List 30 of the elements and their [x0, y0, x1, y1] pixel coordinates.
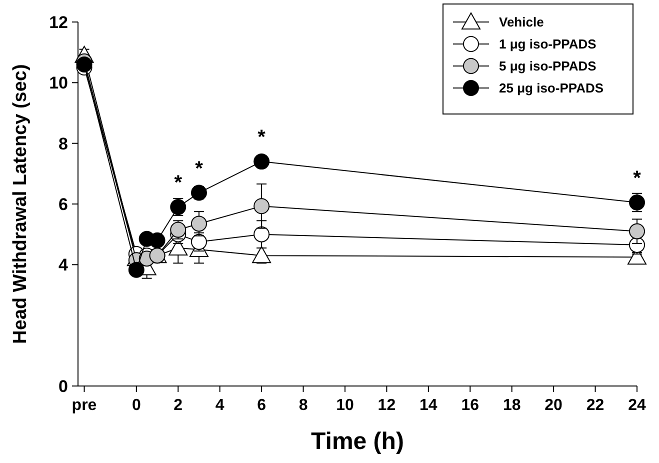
- y-tick-label: 8: [58, 134, 68, 154]
- x-tick-label: 10: [336, 397, 354, 414]
- x-tick-label: 14: [420, 397, 438, 414]
- y-axis-title: Head Withdrawal Latency (sec): [10, 64, 31, 344]
- legend-label: 1 μg iso-PPADS: [499, 36, 597, 52]
- y-tick-label: 0: [58, 376, 68, 396]
- x-tick-label: 16: [461, 397, 480, 414]
- x-tick-label: pre: [72, 397, 97, 414]
- annotation: *: [195, 158, 204, 180]
- y-tick-label: 12: [49, 12, 68, 32]
- x-tick-label: 24: [628, 397, 646, 414]
- x-tick-label: 12: [378, 397, 396, 414]
- x-tick-label: 6: [257, 397, 266, 414]
- x-tick-label: 20: [544, 397, 563, 414]
- x-axis-title: Time (h): [311, 428, 404, 455]
- x-tick-label: 2: [174, 397, 183, 414]
- x-tick-label: 0: [132, 397, 141, 414]
- annotation: *: [174, 172, 182, 194]
- x-tick-label: 4: [215, 397, 224, 414]
- annotation: *: [258, 126, 266, 149]
- y-tick-label: 6: [58, 194, 68, 214]
- annotation: *: [633, 167, 642, 190]
- y-tick-label: 10: [49, 74, 68, 93]
- x-tick-label: 22: [586, 397, 604, 414]
- y-tick-label: 4: [58, 256, 69, 275]
- x-tick-label: 8: [298, 397, 308, 414]
- legend-label: 5 μg iso-PPADS: [499, 58, 597, 74]
- x-tick-label: 18: [502, 397, 521, 414]
- legend-label: Vehicle: [499, 14, 544, 30]
- legend-label: 25 μg iso-PPADS: [499, 80, 604, 96]
